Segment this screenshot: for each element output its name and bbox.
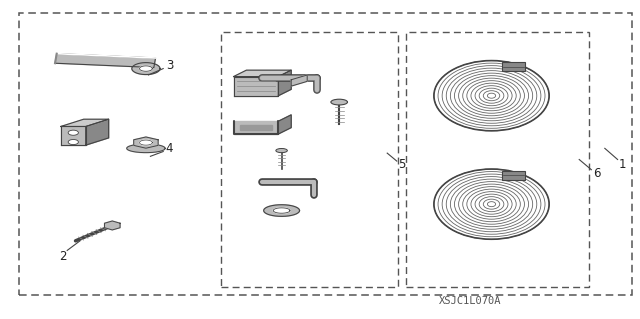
- Polygon shape: [234, 70, 291, 77]
- Polygon shape: [291, 75, 307, 86]
- Polygon shape: [55, 54, 156, 68]
- Text: 2: 2: [59, 250, 67, 263]
- Polygon shape: [61, 126, 86, 145]
- Polygon shape: [140, 66, 152, 71]
- Ellipse shape: [431, 59, 552, 133]
- Polygon shape: [264, 205, 300, 216]
- Polygon shape: [104, 221, 120, 230]
- Polygon shape: [61, 119, 109, 126]
- Text: 4: 4: [166, 142, 173, 155]
- Polygon shape: [278, 115, 291, 134]
- Circle shape: [68, 130, 79, 135]
- Text: XSJC1L070A: XSJC1L070A: [439, 296, 502, 307]
- Ellipse shape: [276, 149, 287, 152]
- FancyBboxPatch shape: [502, 171, 525, 180]
- Text: 1: 1: [618, 158, 626, 171]
- Polygon shape: [234, 121, 278, 134]
- Polygon shape: [273, 208, 290, 213]
- Polygon shape: [234, 77, 278, 96]
- Polygon shape: [278, 70, 291, 96]
- Polygon shape: [132, 63, 160, 75]
- FancyBboxPatch shape: [502, 62, 525, 71]
- Circle shape: [68, 139, 79, 145]
- Polygon shape: [127, 144, 165, 152]
- Polygon shape: [140, 140, 152, 145]
- Polygon shape: [240, 125, 272, 130]
- Ellipse shape: [431, 167, 552, 241]
- Polygon shape: [134, 137, 158, 148]
- Polygon shape: [86, 119, 109, 145]
- Text: 3: 3: [166, 59, 173, 72]
- Text: 6: 6: [593, 167, 600, 180]
- Ellipse shape: [331, 99, 348, 105]
- Text: 5: 5: [398, 158, 406, 171]
